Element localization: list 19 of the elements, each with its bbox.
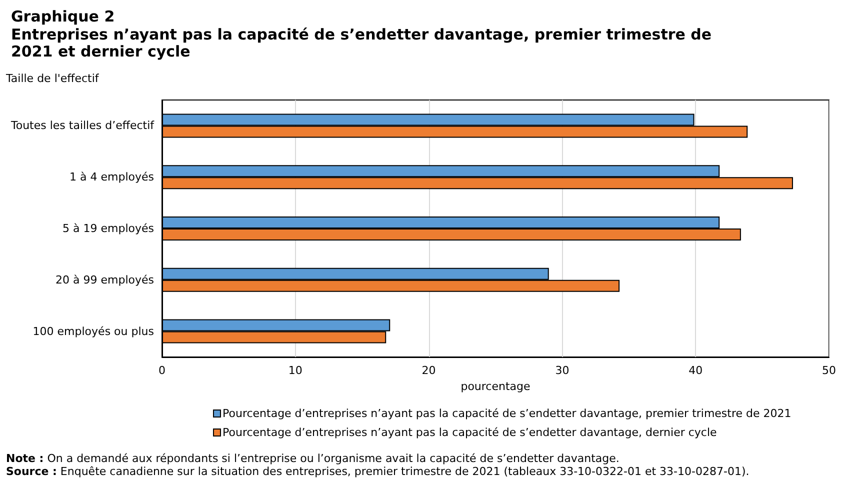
- x-tick-label: 50: [822, 364, 836, 377]
- chart-title: Graphique 2: [11, 8, 115, 26]
- legend-label: Pourcentage d’entreprises n’ayant pas la capacité de s’endetter davantage, premier trimestre de 2021: [222, 407, 792, 420]
- x-tick-label: 10: [288, 364, 302, 377]
- y-tick-label: 100 employés ou plus: [32, 324, 154, 338]
- y-tick-label: 5 à 19 employés: [62, 222, 154, 235]
- y-tick-label: Toutes les tailles d’effectif: [10, 119, 156, 132]
- x-tick-label: 20: [422, 364, 436, 377]
- text: Note : On a demandé aux répondants si l’entreprise ou l’organisme avait la capacité de s’endetter davantage.: [6, 452, 620, 465]
- x-axis-title: pourcentage: [460, 380, 531, 393]
- x-tick-label: 0: [158, 364, 166, 377]
- source-note: Source : Enquête canadienne sur la situation des entreprises, premier trimestre de 2021 (tableaux 33-10-0322-01 et 33-10-0287-01).: [6, 465, 750, 478]
- y-tick-label: 20 à 99 employés: [56, 273, 154, 286]
- x-tick-label: 40: [688, 364, 703, 377]
- chart-subtitle: Entreprises n’ayant pas la capacité de s’endetter davantage, premier trimestre de 2021 et dernier cycle: [11, 26, 717, 60]
- legend-label: Pourcentage d’entreprises n’ayant pas la capacité de s’endetter davantage, dernier cycle: [222, 426, 718, 439]
- x-tick-label: 30: [555, 364, 570, 377]
- y-tick-label: 1 à 4 employés: [70, 170, 154, 184]
- y-axis-title: Taille de l'effectif: [5, 72, 100, 85]
